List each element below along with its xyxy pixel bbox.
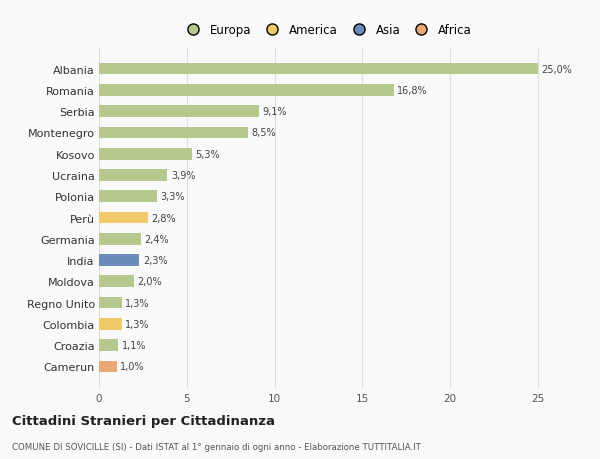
Text: 16,8%: 16,8%: [397, 86, 428, 95]
Text: 1,3%: 1,3%: [125, 298, 150, 308]
Bar: [99, 297, 122, 309]
Bar: [99, 318, 122, 330]
Legend: Europa, America, Asia, Africa: Europa, America, Asia, Africa: [178, 20, 475, 40]
Text: 5,3%: 5,3%: [196, 149, 220, 159]
Text: 2,4%: 2,4%: [145, 234, 169, 244]
Text: 3,3%: 3,3%: [160, 192, 185, 202]
Bar: [99, 340, 118, 351]
Bar: [99, 85, 394, 96]
Text: 2,0%: 2,0%: [137, 277, 162, 287]
Bar: [99, 170, 167, 181]
Text: 8,5%: 8,5%: [252, 128, 277, 138]
Bar: [99, 149, 192, 160]
Text: 2,3%: 2,3%: [143, 256, 167, 265]
Text: 1,3%: 1,3%: [125, 319, 150, 329]
Bar: [99, 361, 116, 372]
Bar: [99, 276, 134, 287]
Bar: [99, 64, 538, 75]
Bar: [99, 106, 259, 118]
Text: 1,0%: 1,0%: [120, 362, 145, 372]
Text: 3,9%: 3,9%: [171, 171, 196, 180]
Bar: [99, 212, 148, 224]
Bar: [99, 255, 139, 266]
Bar: [99, 127, 248, 139]
Text: COMUNE DI SOVICILLE (SI) - Dati ISTAT al 1° gennaio di ogni anno - Elaborazione : COMUNE DI SOVICILLE (SI) - Dati ISTAT al…: [12, 442, 421, 451]
Bar: [99, 191, 157, 202]
Text: Cittadini Stranieri per Cittadinanza: Cittadini Stranieri per Cittadinanza: [12, 414, 275, 428]
Bar: [99, 234, 141, 245]
Text: 2,8%: 2,8%: [152, 213, 176, 223]
Text: 9,1%: 9,1%: [262, 107, 287, 117]
Text: 25,0%: 25,0%: [541, 64, 572, 74]
Text: 1,1%: 1,1%: [122, 341, 146, 350]
